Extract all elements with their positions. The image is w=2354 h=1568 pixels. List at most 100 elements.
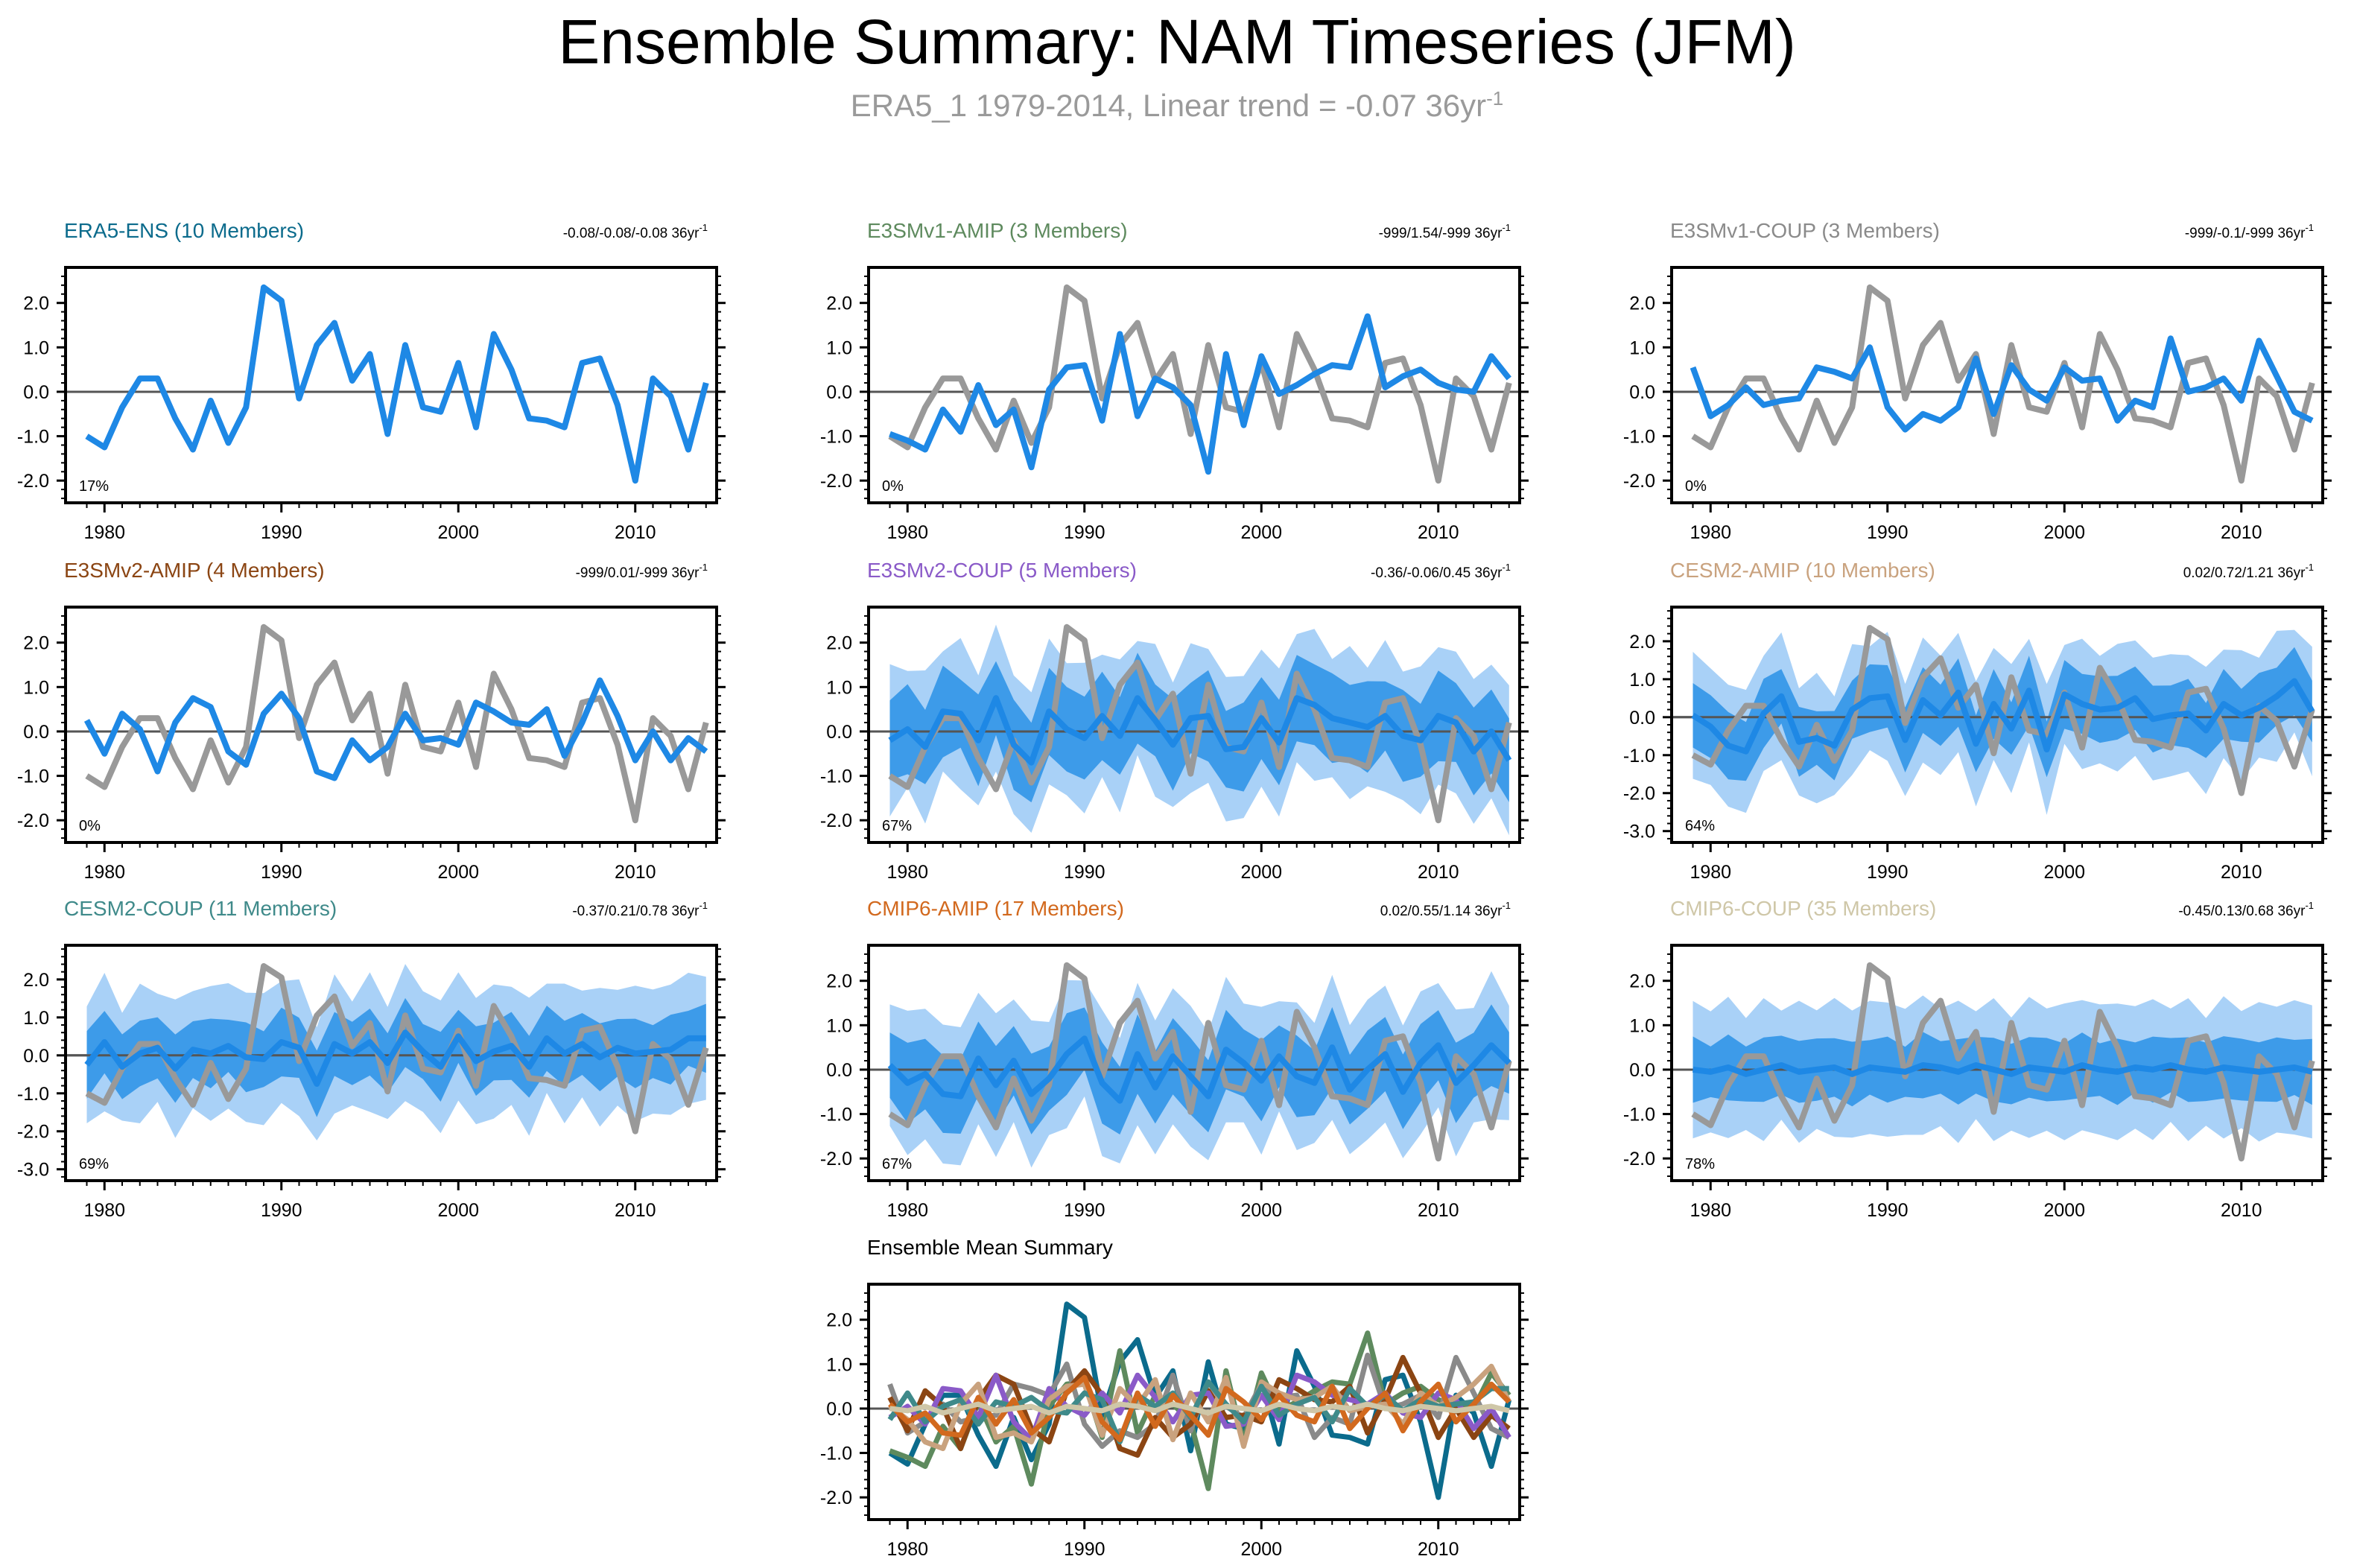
y-tick-label: 1.0 — [23, 337, 49, 358]
x-tick-label: 2010 — [2221, 1200, 2262, 1221]
y-tick-label: -1.0 — [17, 766, 49, 787]
panel-0: ERA5-ENS (10 Members) -0.08/-0.08/-0.08 3… — [17, 219, 726, 543]
panel-pct: 78% — [1685, 1156, 1715, 1172]
x-tick-label: 1990 — [1867, 862, 1909, 883]
y-tick-label: 1.0 — [826, 677, 852, 698]
obs-series-line — [888, 623, 1512, 824]
x-tick-label: 2000 — [1240, 1539, 1282, 1560]
y-tick-label: -1.0 — [1623, 1105, 1655, 1126]
x-tick-label: 2010 — [1418, 862, 1459, 883]
y-tick-label: -2.0 — [17, 810, 49, 831]
x-tick-label: 1990 — [1064, 522, 1105, 543]
plot-frame-top — [867, 266, 1521, 504]
y-tick-label: 0.0 — [1629, 708, 1655, 729]
panel-trend-sup: -1 — [699, 222, 708, 233]
y-tick-label: 0.0 — [826, 1060, 852, 1081]
panel-trend-sup: -1 — [699, 900, 708, 911]
summary-panel: Ensemble Mean Summary 2.0 1.0 0.0 -1.0 -2.0 19… — [820, 1236, 1529, 1560]
panel-title: ERA5-ENS (10 Members) — [64, 219, 304, 242]
x-tick-label: 2010 — [615, 1200, 656, 1221]
x-tick-label: 2000 — [2043, 522, 2085, 543]
x-tick-label: 1980 — [886, 1539, 928, 1560]
plot-frame-top — [1670, 944, 2324, 1182]
x-tick-label: 1990 — [1867, 1200, 1909, 1221]
panel-3: E3SMv2-AMIP (4 Members) -999/0.01/-999 36… — [17, 559, 726, 883]
y-tick-label: 0.0 — [23, 382, 49, 403]
y-tick-label: 2.0 — [1629, 293, 1655, 314]
obs-series-line — [888, 284, 1512, 484]
y-tick-label: -2.0 — [820, 1488, 852, 1508]
y-tick-label: 0.0 — [23, 722, 49, 743]
panel-trend-sup: -1 — [1502, 562, 1511, 573]
y-tick-label: -1.0 — [17, 1084, 49, 1105]
x-tick-label: 1990 — [1064, 1539, 1105, 1560]
x-tick-label: 2000 — [1240, 522, 1282, 543]
plot-frame-top — [1670, 266, 2324, 504]
x-tick-label: 1990 — [261, 862, 302, 883]
x-tick-label: 2010 — [615, 862, 656, 883]
x-tick-label: 1990 — [261, 1200, 302, 1221]
y-tick-label: 1.0 — [1629, 670, 1655, 691]
y-tick-label: -2.0 — [1623, 471, 1655, 492]
ensemble-mean-line — [83, 677, 708, 781]
panel-pct: 67% — [882, 1156, 912, 1172]
panel-trend-sup: -1 — [1502, 222, 1511, 233]
x-tick-label: 1980 — [1690, 1200, 1731, 1221]
panel-trend-sup: -1 — [2305, 900, 2314, 911]
y-tick-label: -2.0 — [17, 1122, 49, 1143]
x-tick-label: 1980 — [83, 1200, 125, 1221]
panel-8: CMIP6-COUP (35 Members) -0.45/0.13/0.68 3… — [1623, 897, 2332, 1221]
y-tick-label: 2.0 — [1629, 971, 1655, 992]
x-tick-label: 1990 — [1064, 862, 1105, 883]
ensemble-mean-line — [85, 284, 709, 484]
panel-trend: -999/1.54/-999 36yr-1 — [1379, 222, 1511, 241]
panel-title: CESM2-AMIP (10 Members) — [1670, 559, 1935, 582]
obs-series-line — [85, 623, 709, 824]
plot-frame-top — [867, 944, 1521, 1182]
x-tick-label: 1980 — [83, 862, 125, 883]
y-tick-label: -3.0 — [1623, 822, 1655, 842]
ensemble-mean-line — [1691, 678, 2315, 755]
y-tick-label: -2.0 — [820, 810, 852, 831]
x-tick-label: 2000 — [1240, 1200, 1282, 1221]
y-tick-label: -2.0 — [820, 1149, 852, 1169]
x-tick-label: 2000 — [437, 522, 479, 543]
panel-trend: -0.37/0.21/0.78 36yr-1 — [572, 900, 708, 919]
y-tick-label: 2.0 — [23, 293, 49, 314]
y-tick-label: -1.0 — [820, 427, 852, 448]
x-tick-label: 1980 — [1690, 862, 1731, 883]
figure-title: Ensemble Summary: NAM Timeseries (JFM) — [558, 7, 1796, 77]
panel-4: E3SMv2-COUP (5 Members) -0.36/-0.06/0.45 … — [820, 559, 1529, 883]
panel-trend-sup: -1 — [2305, 562, 2314, 573]
y-tick-label: 0.0 — [826, 382, 852, 403]
y-tick-label: -1.0 — [1623, 427, 1655, 448]
panel-title: CMIP6-AMIP (17 Members) — [867, 897, 1124, 920]
plot-frame-top — [64, 606, 718, 844]
panel-title: E3SMv2-COUP (5 Members) — [867, 559, 1137, 582]
y-tick-label: 2.0 — [826, 293, 852, 314]
summary-title: Ensemble Mean Summary — [867, 1236, 1113, 1259]
y-tick-label: -1.0 — [17, 427, 49, 448]
panel-6: CESM2-COUP (11 Members) -0.37/0.21/0.78 3… — [17, 897, 726, 1221]
obs-series-line — [888, 962, 1512, 1162]
y-tick-label: 1.0 — [23, 677, 49, 698]
figure-subtitle: ERA5_1 1979-2014, Linear trend = -0.07 3… — [0, 77, 2354, 127]
x-tick-label: 2010 — [2221, 522, 2262, 543]
y-tick-label: 2.0 — [23, 970, 49, 991]
panel-title: CESM2-COUP (11 Members) — [64, 897, 337, 920]
y-tick-label: 0.0 — [1629, 382, 1655, 403]
panel-pct: 0% — [1685, 478, 1707, 495]
x-tick-label: 2000 — [2043, 1200, 2085, 1221]
panel-pct: 0% — [79, 818, 101, 834]
summary-series-line — [888, 1363, 1511, 1452]
y-tick-label: 1.0 — [23, 1008, 49, 1029]
plot-frame-top — [64, 266, 718, 504]
panel-trend: -0.08/-0.08/-0.08 36yr-1 — [563, 222, 708, 241]
panel-7: CMIP6-AMIP (17 Members) 0.02/0.55/1.14 36… — [820, 897, 1529, 1221]
x-tick-label: 1980 — [886, 522, 928, 543]
plot-frame-top — [867, 1283, 1521, 1521]
ensemble-mean-line — [888, 695, 1512, 766]
obs-series-line — [1691, 962, 2315, 1162]
x-tick-label: 2010 — [1418, 1200, 1459, 1221]
